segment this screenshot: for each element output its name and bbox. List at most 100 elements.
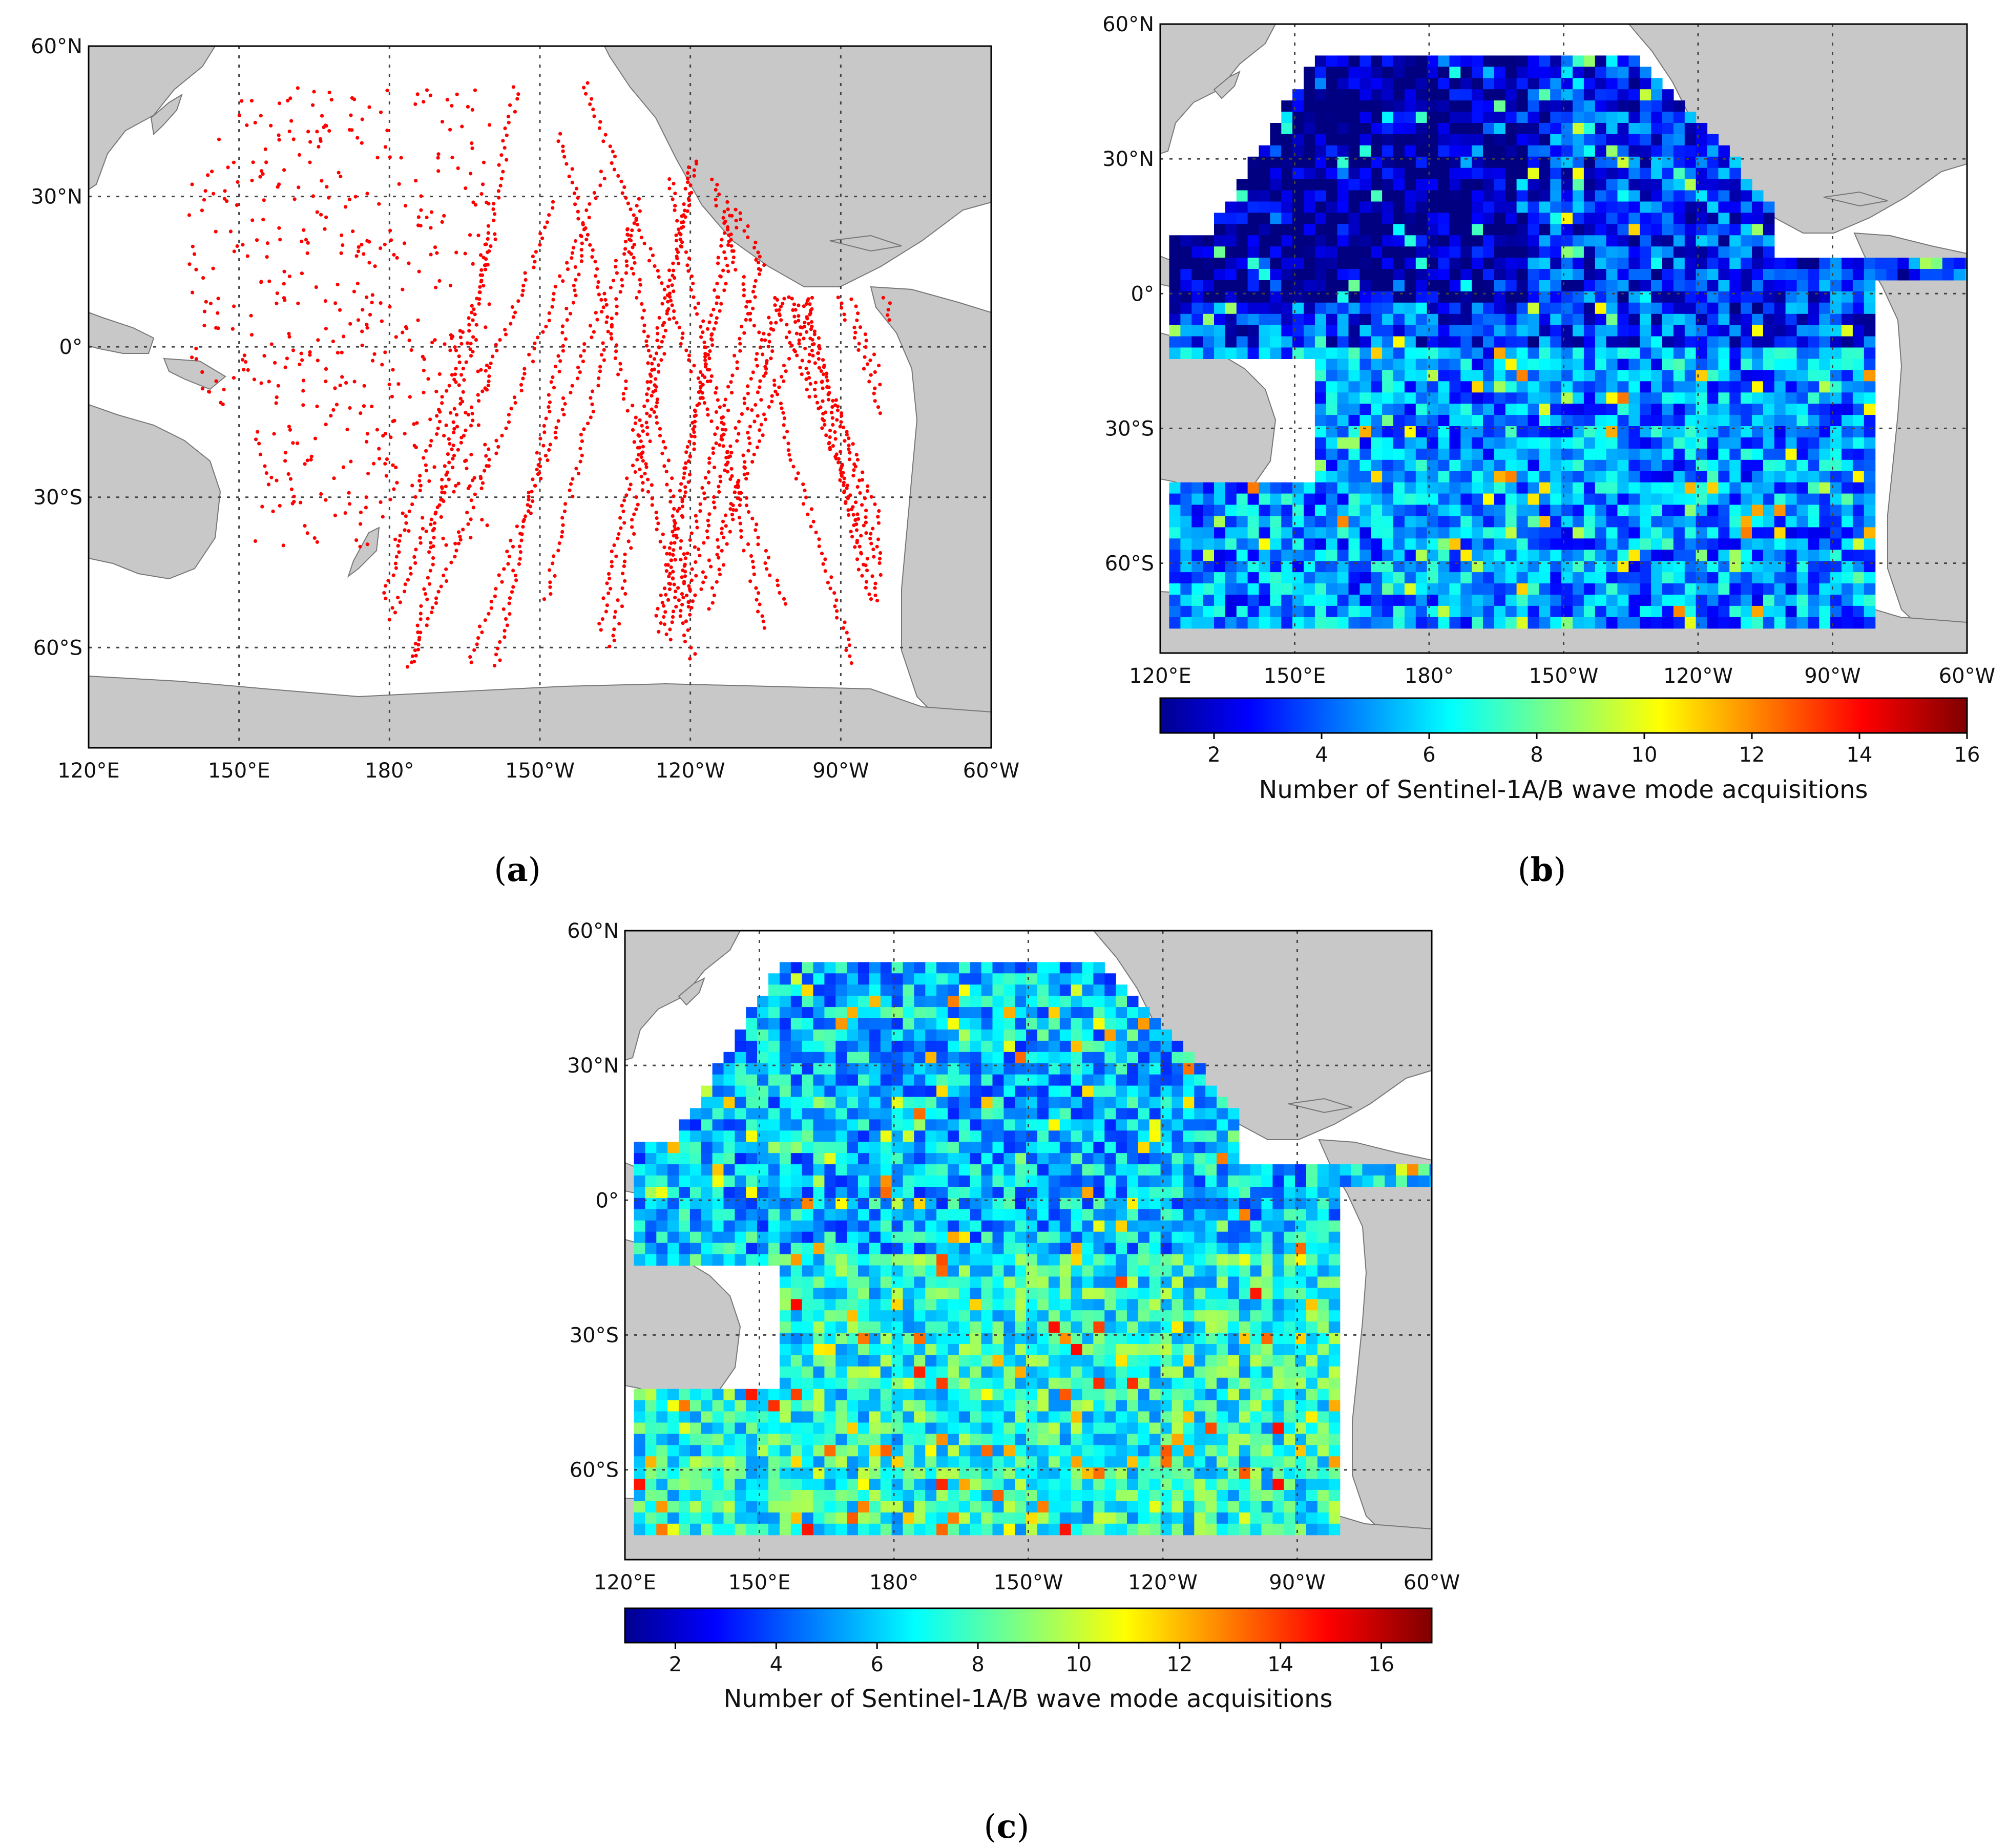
grid-cell (1662, 437, 1674, 449)
grid-cell (1606, 471, 1618, 483)
grid-cell (1539, 325, 1551, 337)
grid-cell (1483, 605, 1495, 618)
grid-cell (1505, 112, 1517, 123)
acquisition-point (395, 480, 399, 485)
acquisition-point (589, 415, 593, 419)
grid-cell (1337, 269, 1349, 281)
grid-cell (1348, 561, 1360, 573)
acquisition-point (654, 415, 659, 419)
acquisition-point (614, 259, 618, 263)
grid-cell (1729, 313, 1741, 326)
acquisition-point (748, 425, 752, 429)
grid-cell (1785, 572, 1797, 584)
grid-cell (1438, 404, 1450, 415)
acquisition-point (624, 259, 629, 263)
acquisition-point (533, 484, 537, 488)
acquisition-point (387, 383, 391, 387)
grid-cell (1583, 213, 1596, 224)
acquisition-point (823, 557, 827, 561)
grid-cell (1371, 145, 1383, 157)
panel-a-land (89, 46, 991, 748)
grid-cell (1651, 437, 1663, 449)
acquisition-point (855, 318, 859, 322)
grid-cell (1516, 55, 1529, 67)
grid-cell (1371, 370, 1383, 382)
grid-cell (1483, 100, 1495, 112)
acquisition-point (695, 519, 699, 523)
acquisition-point (303, 524, 307, 528)
grid-cell (1505, 78, 1517, 90)
acquisition-point (629, 234, 633, 238)
acquisition-point (725, 263, 729, 268)
grid-cell (1505, 493, 1517, 506)
grid-cell (1438, 347, 1450, 359)
acquisition-point (572, 283, 576, 288)
acquisition-point (639, 474, 643, 478)
grid-cell (1617, 459, 1629, 472)
grid-cell (1640, 527, 1651, 539)
acquisition-point (805, 315, 809, 319)
acquisition-point (447, 460, 451, 465)
grid-cell (1662, 145, 1674, 157)
grid-cell (1214, 605, 1226, 618)
grid-cell (1617, 167, 1629, 180)
acquisition-point (597, 622, 601, 626)
acquisition-point (808, 302, 812, 306)
grid-cell (1640, 78, 1651, 90)
acquisition-point (682, 581, 686, 585)
grid-cell (1449, 572, 1461, 584)
acquisition-point (665, 311, 669, 316)
acquisition-point (486, 224, 491, 228)
grid-cell (1774, 527, 1786, 539)
acquisition-point (673, 276, 677, 280)
acquisition-point (563, 337, 568, 341)
grid-cell (1808, 538, 1819, 550)
acquisition-point (223, 189, 227, 193)
grid-cell (1707, 415, 1719, 427)
grid-cell (1684, 527, 1697, 539)
grid-cell (1662, 100, 1674, 112)
acquisition-point (693, 545, 697, 549)
grid-cell (1247, 246, 1260, 258)
acquisition-point (725, 227, 730, 232)
grid-cell (1640, 280, 1651, 292)
grid-cell (1314, 156, 1327, 169)
acquisition-point (452, 490, 456, 494)
grid-cell (1505, 617, 1517, 629)
acquisition-point (365, 192, 369, 196)
acquisition-point (672, 582, 676, 586)
grid-cell (1842, 302, 1853, 314)
acquisition-point (691, 281, 695, 286)
caribbean (1823, 191, 1888, 207)
acquisition-point (587, 216, 591, 220)
acquisition-point (484, 454, 488, 458)
acquisition-point (421, 527, 425, 531)
grid-cell (1371, 471, 1383, 483)
grid-cell (1359, 156, 1371, 169)
grid-cell (1662, 605, 1674, 618)
acquisition-point (457, 383, 461, 387)
grid-cell (1662, 493, 1674, 506)
acquisition-point (632, 532, 636, 536)
acquisition-point (671, 553, 675, 557)
grid-cell (1505, 291, 1517, 303)
acquisition-point (683, 570, 687, 574)
acquisition-point (707, 368, 712, 372)
acquisition-point (401, 287, 405, 291)
grid-cell (1662, 167, 1674, 180)
acquisition-point (426, 576, 430, 580)
grid-cell (1729, 201, 1741, 213)
grid-cell (1348, 145, 1360, 157)
grid-cell (1595, 313, 1607, 326)
acquisition-point (767, 405, 771, 409)
grid-cell (1348, 617, 1360, 629)
acquisition-point (604, 303, 609, 307)
grid-cell (1438, 224, 1450, 236)
acquisition-point (456, 530, 461, 534)
grid-cell (1494, 55, 1506, 67)
grid-cell (1718, 516, 1730, 528)
grid-cell (1415, 404, 1428, 415)
acquisition-point (833, 437, 838, 441)
grid-cell (1573, 325, 1584, 337)
acquisition-point (479, 192, 484, 196)
